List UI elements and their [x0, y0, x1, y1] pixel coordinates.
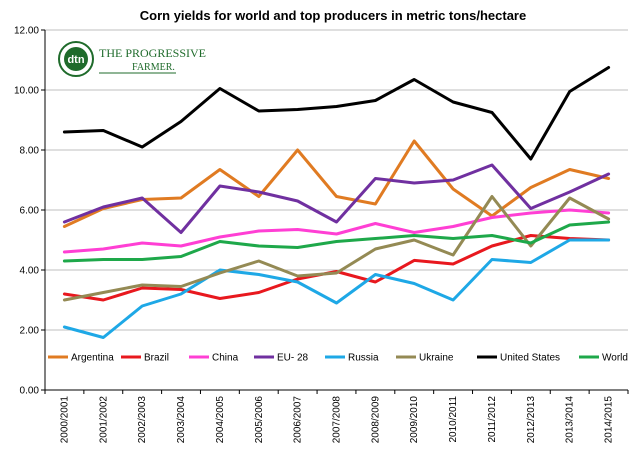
series-lines	[62, 66, 611, 339]
series-line-ukraine	[62, 195, 611, 302]
logo-circle-inner	[64, 47, 88, 71]
legend-label: Brazil	[144, 353, 169, 364]
y-tick-label: 2.00	[20, 326, 40, 337]
legend-label: United States	[500, 353, 560, 364]
x-tick-label: 2001/2002	[98, 396, 109, 444]
x-tick-label: 2014/2015	[604, 396, 615, 444]
x-tick-label: 2013/2014	[565, 396, 576, 444]
legend-label: Argentina	[71, 353, 114, 364]
y-tick-label: 8.00	[20, 146, 40, 157]
x-tick-label: 2009/2010	[409, 396, 420, 444]
x-tick-label: 2012/2013	[526, 396, 537, 444]
x-tick-label: 2010/2011	[448, 396, 459, 443]
logo-line2: FARMER.	[132, 62, 175, 73]
y-tick-label: 10.00	[14, 86, 39, 97]
x-tick-label: 2000/2001	[59, 396, 70, 444]
series-line-russia	[62, 238, 611, 339]
series-line-china	[62, 208, 611, 254]
y-tick-label: 6.00	[20, 206, 40, 217]
legend-label: Ukraine	[419, 353, 454, 364]
y-axis-ticks: 0.00 2.00 4.00 6.00 8.00 10.00 12.00	[14, 26, 45, 397]
x-tick-label: 2011/2012	[487, 396, 498, 443]
logo-line1: THE PROGRESSIVE	[99, 46, 206, 60]
legend-label: EU- 28	[277, 353, 309, 364]
series-line-brazil	[62, 234, 611, 302]
x-tick-label: 2008/2009	[370, 396, 381, 444]
x-tick-label: 2006/2007	[293, 396, 304, 444]
gridlines	[45, 29, 628, 331]
chart-title: Corn yields for world and top producers …	[140, 8, 526, 23]
x-tick-label: 2002/2003	[137, 396, 148, 444]
y-tick-label: 0.00	[20, 386, 40, 397]
legend-label: Russia	[348, 353, 379, 364]
legend-label: China	[212, 353, 239, 364]
logo-circle	[58, 41, 94, 77]
legend-label: World	[602, 353, 628, 364]
x-tick-label: 2005/2006	[254, 396, 265, 444]
y-tick-label: 12.00	[14, 26, 39, 37]
y-tick-label: 4.00	[20, 266, 40, 277]
x-tick-label: 2003/2004	[176, 396, 187, 444]
series-line-argentina	[62, 139, 611, 228]
x-tick-label: 2007/2008	[332, 396, 343, 444]
logo-circle-text: dtn	[67, 54, 84, 66]
series-line-world	[62, 220, 611, 263]
x-axis-ticks: 2000/2001 2001/2002 2002/2003 2003/2004 2004…	[44, 390, 629, 444]
x-tick-label: 2004/2005	[215, 396, 226, 444]
dtn-progressive-farmer-logo: dtn THE PROGRESSIVE FARMER.	[58, 41, 206, 77]
series-line-eu-28	[62, 163, 611, 234]
series-line-united-states	[62, 66, 611, 161]
legend: Argentina Brazil China EU- 28 Russia Ukraine U…	[48, 353, 628, 364]
